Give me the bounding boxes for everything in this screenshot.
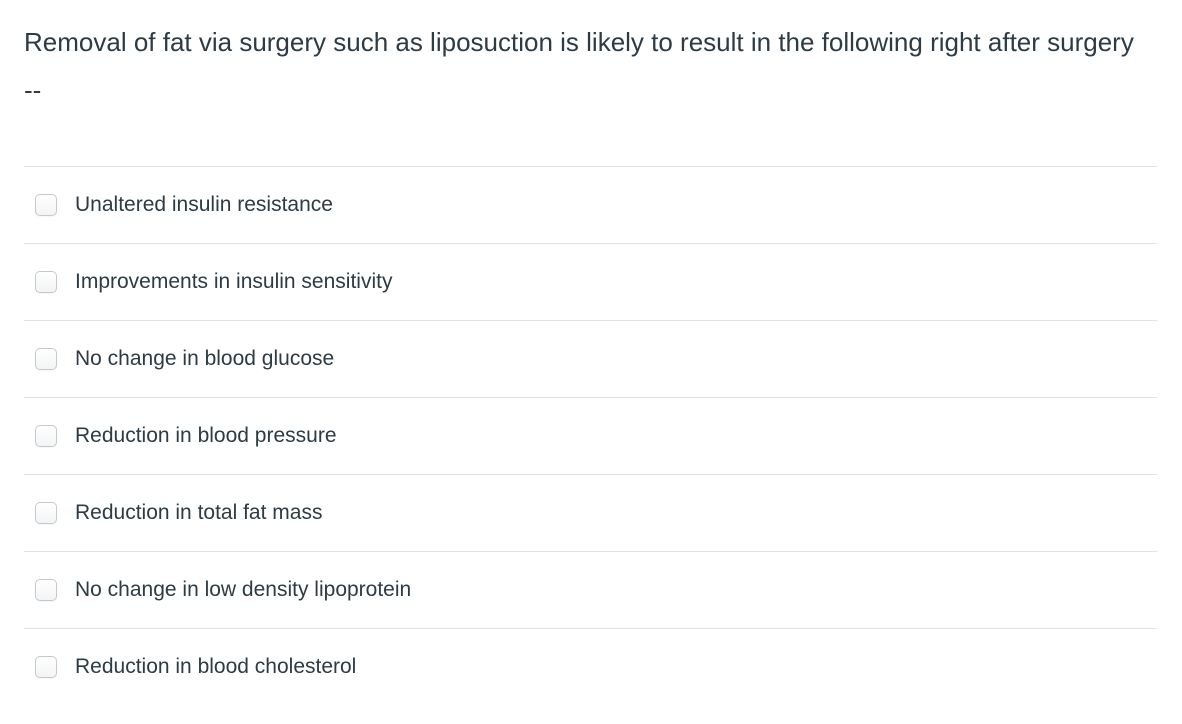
answer-option-row[interactable]: Improvements in insulin sensitivity — [24, 243, 1157, 320]
checkbox[interactable] — [35, 194, 57, 216]
option-label[interactable]: No change in low density lipoprotein — [75, 578, 412, 602]
question-text: Removal of fat via surgery such as lipos… — [24, 27, 1134, 105]
answer-option-row[interactable]: Reduction in blood pressure — [24, 397, 1157, 474]
option-label[interactable]: No change in blood glucose — [75, 347, 335, 371]
checkbox[interactable] — [35, 348, 57, 370]
checkbox[interactable] — [35, 656, 57, 678]
option-label[interactable]: Reduction in total fat mass — [75, 501, 323, 525]
answer-option-row[interactable]: No change in blood glucose — [24, 320, 1157, 397]
answer-option-row[interactable]: Unaltered insulin resistance — [24, 166, 1157, 243]
answer-option-row[interactable]: Reduction in blood cholesterol — [24, 628, 1157, 705]
option-label[interactable]: Reduction in blood cholesterol — [75, 655, 357, 679]
option-label[interactable]: Unaltered insulin resistance — [75, 193, 333, 217]
answer-option-row[interactable]: Reduction in total fat mass — [24, 474, 1157, 551]
checkbox[interactable] — [35, 271, 57, 293]
answer-options-list: Unaltered insulin resistance Improvement… — [24, 166, 1157, 705]
checkbox[interactable] — [35, 579, 57, 601]
option-label[interactable]: Reduction in blood pressure — [75, 424, 337, 448]
option-label[interactable]: Improvements in insulin sensitivity — [75, 270, 393, 294]
checkbox[interactable] — [35, 502, 57, 524]
answer-option-row[interactable]: No change in low density lipoprotein — [24, 551, 1157, 628]
checkbox[interactable] — [35, 425, 57, 447]
